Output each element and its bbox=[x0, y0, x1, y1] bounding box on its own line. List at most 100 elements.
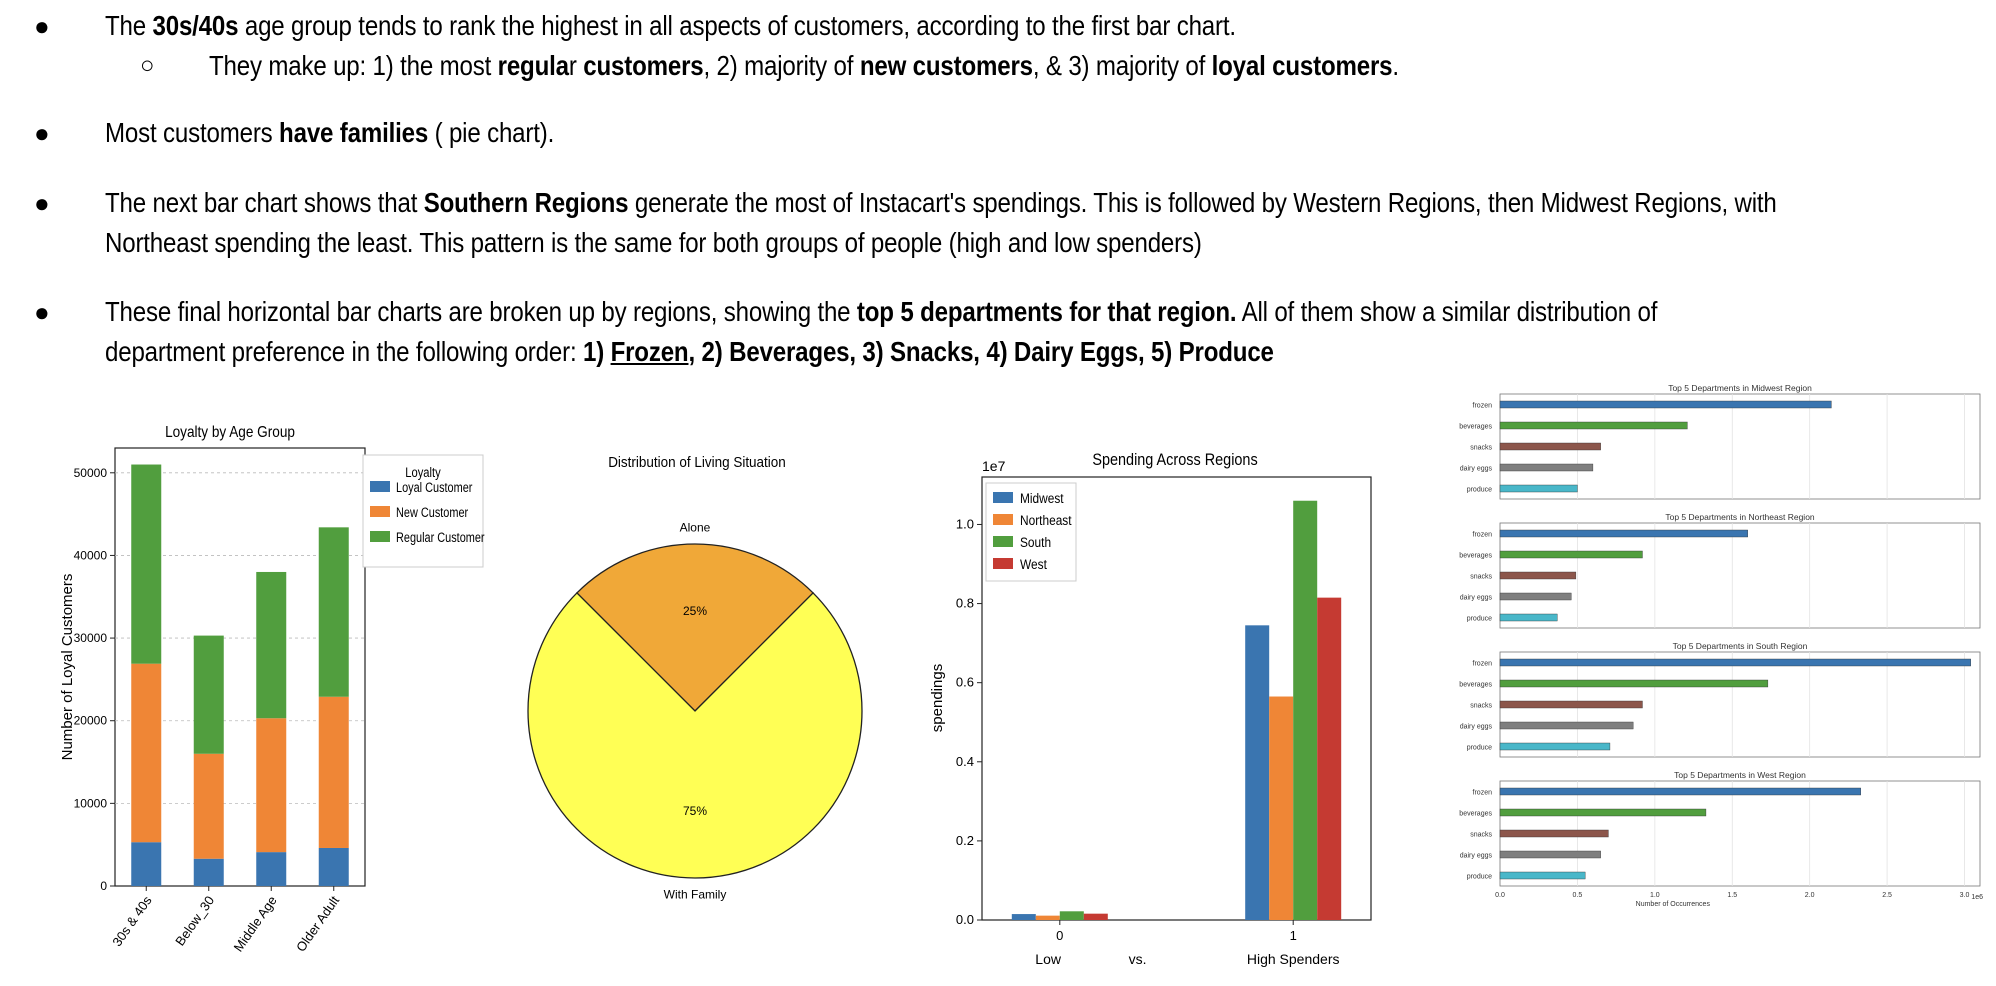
x-tick-label: 1.0 bbox=[1650, 892, 1660, 899]
sub-bold-1: regula bbox=[497, 50, 569, 81]
y-tick-label: 40000 bbox=[74, 548, 108, 562]
bar bbox=[1499, 484, 1578, 493]
y-tick-label: produce bbox=[1467, 874, 1492, 881]
chart-title: Spending Across Regions bbox=[1092, 451, 1257, 469]
y-tick-label: 0.6 bbox=[956, 675, 974, 690]
pie-slice bbox=[575, 543, 815, 712]
department-panels: Top 5 Departments in Midwest Region froze… bbox=[1459, 383, 1983, 908]
y-tick-label: frozen bbox=[1473, 661, 1493, 668]
department-panel: Top 5 Departments in West Region frozen be… bbox=[1459, 770, 1983, 908]
bars bbox=[1011, 500, 1342, 920]
bullet-3-text: The next bar chart shows that bbox=[105, 187, 424, 218]
bar bbox=[1499, 871, 1586, 880]
bar-segment bbox=[131, 663, 162, 843]
bar bbox=[1035, 915, 1060, 920]
y-tick-label: snacks bbox=[1470, 445, 1492, 452]
y-tick-label: frozen bbox=[1473, 790, 1493, 797]
y-tick-label: 10000 bbox=[74, 796, 108, 810]
legend-label: New Customer bbox=[396, 505, 468, 521]
pie-percent: 25% bbox=[683, 604, 707, 618]
pie-label: With Family bbox=[664, 888, 727, 902]
bullet-dot: ● bbox=[34, 118, 50, 148]
bullet-1-text: The bbox=[105, 10, 153, 41]
x-axis-label-part: vs. bbox=[1129, 951, 1147, 967]
bar bbox=[1245, 625, 1270, 920]
bar-segment bbox=[256, 571, 287, 719]
bullet-4-text: These final horizontal bar charts are br… bbox=[105, 296, 857, 327]
x-tick-label: 1.5 bbox=[1727, 892, 1737, 899]
chart-title: Loyalty by Age Group bbox=[165, 424, 295, 441]
bar bbox=[1499, 829, 1609, 838]
bar bbox=[1499, 463, 1594, 472]
bar bbox=[1269, 696, 1294, 920]
bullet-4-bold-a: 1) bbox=[582, 336, 611, 367]
bar bbox=[1499, 421, 1688, 430]
sub-text-3: , 2) majority of bbox=[703, 50, 860, 81]
bar-segment bbox=[318, 847, 349, 886]
legend-swatch bbox=[370, 506, 390, 517]
x-tick-label: 0.5 bbox=[1573, 892, 1583, 899]
legend-label: South bbox=[1020, 534, 1051, 550]
bar bbox=[1011, 914, 1036, 920]
pie-slice bbox=[527, 591, 863, 879]
y-tick-label: 0.4 bbox=[956, 754, 974, 769]
legend-swatch bbox=[993, 558, 1013, 569]
bar bbox=[1499, 679, 1769, 688]
bar bbox=[1499, 742, 1611, 751]
legend-swatch bbox=[993, 514, 1013, 525]
x-tick-label: Middle Age bbox=[231, 893, 280, 954]
chart-title: Distribution of Living Situation bbox=[608, 454, 786, 471]
y-tick-label: beverages bbox=[1459, 682, 1492, 689]
bar-segment bbox=[193, 858, 224, 886]
y-tick-label: beverages bbox=[1459, 553, 1492, 560]
y-tick-label: beverages bbox=[1459, 811, 1492, 818]
x-tick-label: Older Adult bbox=[293, 893, 342, 955]
bar bbox=[1499, 613, 1558, 622]
legend-items: Midwest Northeast South West bbox=[993, 490, 1072, 572]
bar-segment bbox=[318, 527, 349, 697]
living-situation-pie: Distribution of Living Situation 25% Alon… bbox=[527, 454, 863, 902]
bar bbox=[1499, 787, 1861, 796]
sub-text-2: r bbox=[568, 50, 584, 81]
y-tick-label: snacks bbox=[1470, 703, 1492, 710]
y-tick-label: dairy eggs bbox=[1460, 466, 1493, 473]
bar-segment bbox=[131, 464, 162, 664]
bullet-4-text-end: All of them show a similar distribution … bbox=[1236, 296, 1658, 327]
y-tick-label: 1.0 bbox=[956, 516, 974, 531]
bar bbox=[1499, 721, 1634, 730]
bar bbox=[1293, 500, 1318, 920]
bar bbox=[1317, 597, 1342, 920]
panel-title: Top 5 Departments in Northeast Region bbox=[1665, 512, 1815, 522]
pie-label: Alone bbox=[680, 520, 711, 534]
bar bbox=[1499, 808, 1707, 817]
x-ticks: 30s & 40s Below_30 Middle Age Older Adult bbox=[109, 886, 342, 954]
bullet-4-underline: Frozen bbox=[610, 336, 689, 367]
plot-frame bbox=[981, 476, 1372, 921]
legend-label: Loyal Customer bbox=[396, 480, 472, 496]
x-axis-label: Low vs. High Spenders bbox=[1035, 951, 1339, 967]
bullet-dot: ● bbox=[34, 11, 50, 41]
sub-bullet-1: They make up: 1) the most regular custom… bbox=[209, 46, 1399, 86]
bullet-dot: ● bbox=[34, 297, 50, 327]
plot-frame bbox=[114, 447, 366, 887]
bar bbox=[1499, 400, 1832, 409]
bars bbox=[131, 464, 349, 886]
legend-items: Loyal Customer New Customer Regular Custom… bbox=[370, 480, 485, 545]
y-tick-label: dairy eggs bbox=[1460, 724, 1493, 731]
legend-swatch bbox=[370, 481, 390, 492]
y-tick-label: produce bbox=[1467, 616, 1492, 623]
bullet-3-line-2: Northeast spending the least. This patte… bbox=[105, 223, 1202, 263]
sub-bold-2: customers bbox=[583, 50, 704, 81]
bar-segment bbox=[131, 842, 162, 886]
y-tick-label: produce bbox=[1467, 487, 1492, 494]
y-tick-label: 0.8 bbox=[956, 596, 974, 611]
sub-bold-4: loyal customers bbox=[1211, 50, 1393, 81]
bullet-1: The 30s/40s age group tends to rank the … bbox=[105, 6, 1236, 46]
bullet-2-bold: have families bbox=[279, 117, 429, 148]
sub-bullet-circle: ○ bbox=[140, 52, 155, 79]
legend-label: Midwest bbox=[1020, 490, 1064, 506]
y-tick-label: frozen bbox=[1473, 532, 1493, 539]
y-ticks: 0 10000 20000 30000 40000 50000 bbox=[74, 466, 115, 893]
y-tick-label: produce bbox=[1467, 745, 1492, 752]
y-tick-label: snacks bbox=[1470, 574, 1492, 581]
